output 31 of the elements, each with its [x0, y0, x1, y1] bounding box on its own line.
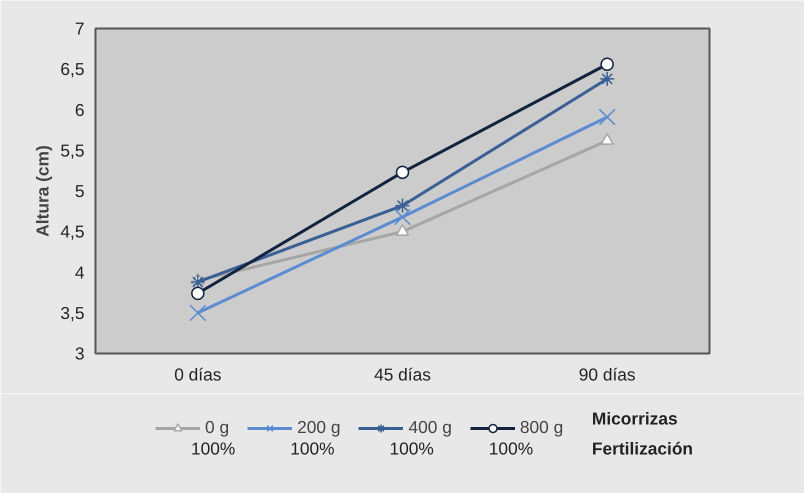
y-axis-title: Altura (cm): [32, 145, 52, 237]
y-tick-label: 6,5: [60, 59, 85, 80]
legend-label: 800 g: [520, 417, 564, 438]
point: [396, 166, 410, 180]
y-tick-label: 6: [74, 100, 85, 120]
legend-label: 200 g: [297, 417, 340, 438]
point: [598, 108, 616, 126]
y-tick-label: 4: [74, 262, 85, 282]
x-tick-label: 90 días: [578, 364, 636, 384]
point: [191, 286, 205, 300]
point: [189, 304, 206, 322]
text: Fertilización: [592, 438, 693, 458]
y-tick-label: 3,5: [60, 302, 85, 323]
y-tick-label: 5: [74, 181, 85, 201]
point: [600, 58, 614, 71]
text: 100%: [390, 438, 434, 458]
y-tick-label: 7: [74, 18, 85, 38]
x-tick-label: 0 días: [174, 364, 222, 384]
legend-label: 400 g: [408, 417, 452, 438]
point: [599, 71, 615, 87]
text: 100%: [488, 438, 534, 458]
y-tick-label: 3: [74, 344, 85, 364]
y-tick-label: 4,5: [60, 222, 85, 242]
y-tick-label: 5,5: [60, 140, 85, 160]
text: Micorrizas: [592, 408, 678, 428]
legend-label: 0 g: [205, 417, 230, 438]
text: 100%: [290, 438, 335, 458]
point: [394, 208, 412, 226]
text: 100%: [190, 438, 236, 458]
point: [394, 198, 410, 214]
x-tick-label: 45 días: [374, 364, 432, 384]
